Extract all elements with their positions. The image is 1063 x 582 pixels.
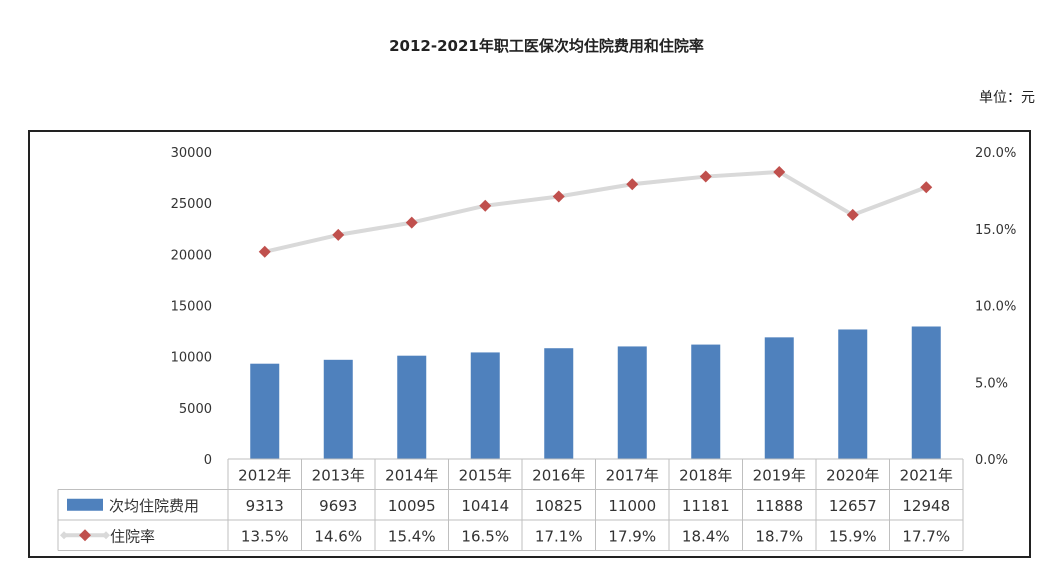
category-label: 2019年 (753, 466, 806, 484)
category-label: 2012年 (238, 466, 291, 484)
series-line-住院率 (264, 169, 927, 254)
left-axis-tick-label: 10000 (171, 351, 212, 366)
line-point-2020年 (846, 208, 859, 221)
bar-value-label: 11181 (682, 497, 730, 515)
bar-value-label: 9313 (246, 497, 284, 515)
left-axis-tick-label: 25000 (171, 197, 212, 212)
bar-2016年 (544, 348, 574, 459)
line-value-label: 18.4% (682, 527, 730, 545)
line-value-label: 17.7% (902, 527, 950, 545)
bar-2015年 (470, 352, 500, 459)
line-value-label: 14.6% (314, 527, 362, 545)
chart-title: 2012-2021年职工医保次均住院费用和住院率 (389, 37, 704, 55)
right-axis-tick-label: 20.0% (975, 146, 1016, 161)
category-label: 2016年 (532, 466, 585, 484)
legend-key-line-end (60, 531, 68, 540)
line-point-2015年 (479, 199, 492, 212)
line-value-label: 13.5% (241, 527, 289, 545)
bar-2017年 (617, 346, 647, 459)
line-point-2017年 (626, 178, 639, 191)
bar-value-label: 10095 (388, 497, 436, 515)
bar-2012年 (250, 363, 280, 459)
bar-value-label: 11888 (755, 497, 803, 515)
bar-2013年 (323, 359, 353, 459)
bar-value-label: 9693 (319, 497, 357, 515)
bar-value-label: 10414 (461, 497, 509, 515)
line-value-label: 16.5% (461, 527, 509, 545)
bar-2018年 (691, 344, 721, 459)
legend-label-line: 住院率 (110, 527, 155, 545)
bar-value-label: 10825 (535, 497, 583, 515)
bar-2021年 (911, 326, 941, 459)
unit-label: 单位：元 (979, 90, 1035, 106)
line-point-2021年 (920, 181, 933, 194)
bar-value-label: 11000 (608, 497, 656, 515)
line-value-label: 18.7% (755, 527, 803, 545)
line-point-2018年 (699, 170, 712, 183)
line-point-2016年 (552, 190, 565, 203)
legend-label-bar: 次均住院费用 (109, 497, 199, 515)
legend-key-bar (67, 498, 103, 511)
right-axis-tick-label: 0.0% (975, 453, 1008, 468)
line-point-2019年 (773, 165, 786, 178)
right-axis-tick-label: 15.0% (975, 223, 1016, 238)
line-point-2013年 (332, 228, 345, 241)
bar-2020年 (838, 329, 868, 459)
left-axis-tick-label: 30000 (171, 146, 212, 161)
bar-value-label: 12948 (902, 497, 950, 515)
left-axis-tick-label: 20000 (171, 248, 212, 263)
category-label: 2015年 (459, 466, 512, 484)
right-axis-tick-label: 5.0% (975, 376, 1008, 391)
left-axis-tick-label: 5000 (179, 402, 212, 417)
category-label: 2013年 (312, 466, 365, 484)
line-point-2012年 (258, 245, 271, 258)
bar-2014年 (397, 355, 427, 459)
right-axis-tick-label: 10.0% (975, 300, 1016, 315)
chart-frame: 0 5000 10000 15000 20000 25000 30000 0.0% 5.0% 10… (28, 130, 1031, 558)
left-axis-tick-label: 15000 (171, 300, 212, 315)
line-value-label: 15.4% (388, 527, 436, 545)
legend-key-marker (79, 529, 91, 542)
line-point-2014年 (405, 216, 418, 229)
bar-value-label: 12657 (829, 497, 877, 515)
category-label: 2017年 (606, 466, 659, 484)
legend-key-line-end (102, 531, 110, 540)
category-label: 2018年 (679, 466, 732, 484)
category-label: 2020年 (826, 466, 879, 484)
chart-svg: 0 5000 10000 15000 20000 25000 30000 0.0% 5.0% 10… (57, 146, 1016, 551)
category-label: 2021年 (900, 466, 953, 484)
line-value-label: 15.9% (829, 527, 877, 545)
line-value-label: 17.9% (608, 527, 656, 545)
left-axis-tick-label: 0 (204, 453, 212, 468)
category-label: 2014年 (385, 466, 438, 484)
bar-2019年 (764, 337, 794, 459)
line-value-label: 17.1% (535, 527, 583, 545)
